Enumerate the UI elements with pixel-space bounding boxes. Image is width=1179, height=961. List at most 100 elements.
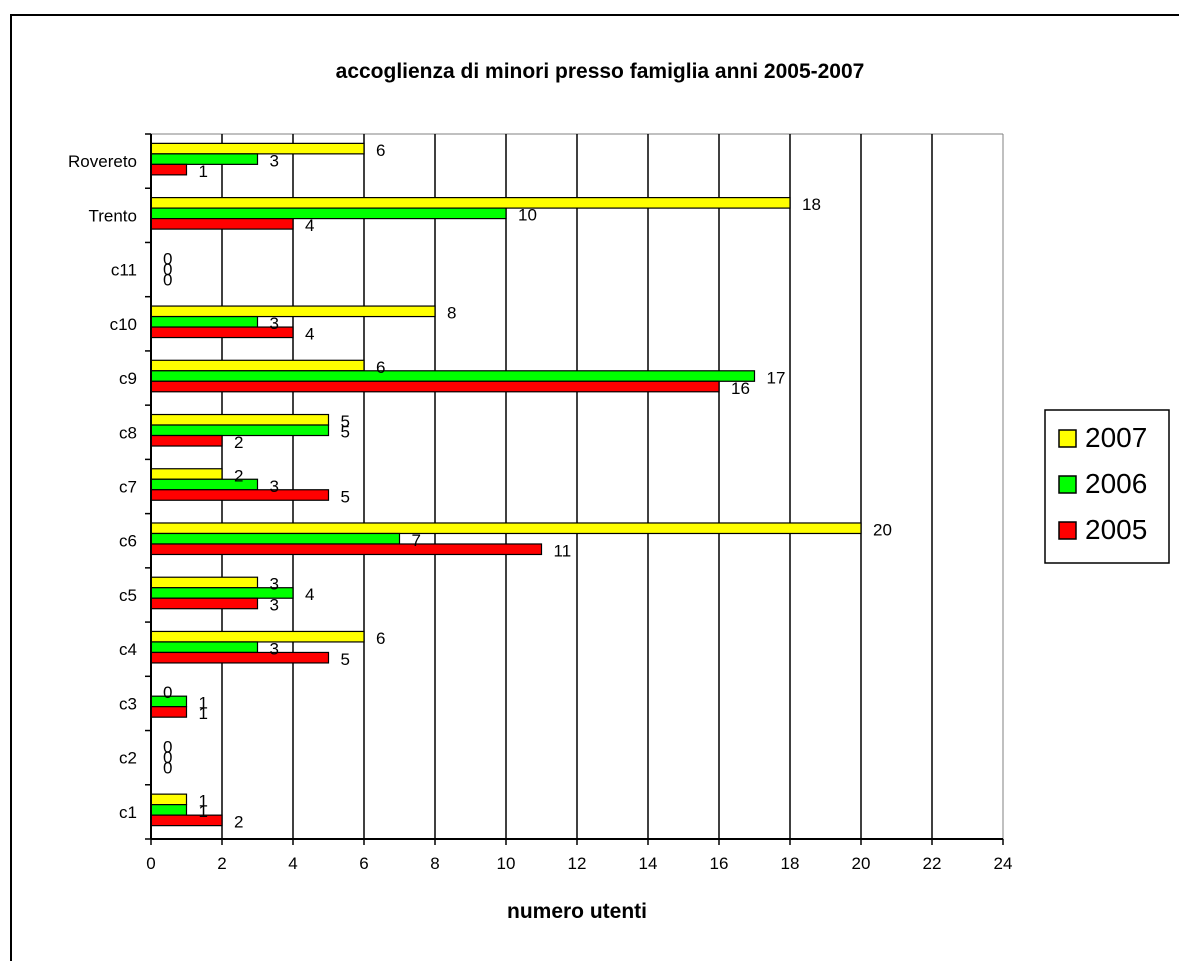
y-tick-label-Trento: Trento <box>88 206 137 225</box>
bar-c7-2005 <box>150 489 330 501</box>
y-tick-label-c11: c11 <box>111 261 137 280</box>
bar-c1-2006 <box>150 804 188 816</box>
y-tick-label-c2: c2 <box>119 749 137 768</box>
data-label-c1-2007: 1 <box>199 792 208 811</box>
data-label-c6-2006: 7 <box>412 531 421 550</box>
data-label-c2-2007: 0 <box>163 737 172 756</box>
y-tick-label-c5: c5 <box>119 586 137 605</box>
bar-c3-2005 <box>150 706 188 718</box>
bar-c9-2007 <box>150 359 365 372</box>
data-label-Rovereto-2006: 3 <box>270 151 279 170</box>
bar-c6-2007 <box>150 522 862 535</box>
data-label-c10-2006: 3 <box>270 314 279 333</box>
chart-frame <box>10 14 1179 961</box>
data-label-c5-2007: 3 <box>270 575 279 594</box>
bars <box>150 142 862 827</box>
axes: 0 2 4 6 8 10 12 14 16 18 20 22 24c1c2c3c4c5c6c7c8c9c… <box>68 133 1013 873</box>
x-tick-label-8: 8 <box>430 854 439 873</box>
bar-c9-2005 <box>150 380 720 393</box>
data-label-c9-2007: 6 <box>376 358 385 377</box>
legend-label-2007: 2007 <box>1085 422 1147 453</box>
data-label-c11-2006: 0 <box>163 260 172 279</box>
x-tick-label-0: 0 <box>146 854 155 873</box>
x-tick-label-18: 18 <box>781 854 800 873</box>
legend-swatch-2006 <box>1058 475 1077 494</box>
data-label-c4-2005: 5 <box>341 650 350 669</box>
data-label-c1-2005: 2 <box>234 813 243 832</box>
y-tick-label-c10: c10 <box>110 315 137 334</box>
legend-label-2005: 2005 <box>1085 514 1147 545</box>
legend-label-2006: 2006 <box>1085 468 1147 499</box>
data-label-c7-2005: 5 <box>341 487 350 506</box>
y-tick-label-c7: c7 <box>119 478 137 497</box>
data-labels: 1120000116353432071123555261716834000181… <box>163 141 892 832</box>
bar-c9-2006 <box>150 370 756 382</box>
x-tick-label-4: 4 <box>288 854 297 873</box>
bar-c4-2007 <box>150 630 365 643</box>
data-label-c2-2006: 0 <box>163 748 172 767</box>
data-label-c8-2005: 2 <box>234 433 243 452</box>
bar-c4-2005 <box>150 651 330 664</box>
x-tick-label-2: 2 <box>217 854 226 873</box>
x-tick-label-16: 16 <box>710 854 729 873</box>
bar-c6-2005 <box>150 543 543 556</box>
legend-swatch-2007 <box>1058 429 1077 448</box>
data-label-c3-2007: 0 <box>163 683 172 702</box>
gridlines <box>151 133 1004 839</box>
x-tick-label-12: 12 <box>568 854 587 873</box>
x-tick-label-20: 20 <box>852 854 871 873</box>
data-label-c8-2007: 5 <box>341 412 350 431</box>
data-label-c4-2007: 6 <box>376 629 385 648</box>
data-label-c3-2005: 1 <box>199 704 208 723</box>
x-tick-label-22: 22 <box>923 854 942 873</box>
legend: 2007 2006 2005 <box>1044 409 1170 564</box>
data-label-c6-2007: 20 <box>873 520 892 539</box>
data-label-c10-2007: 8 <box>447 304 456 323</box>
y-tick-label-c1: c1 <box>119 803 137 822</box>
data-label-c4-2006: 3 <box>270 639 279 658</box>
y-tick-label-c9: c9 <box>119 369 137 388</box>
x-tick-label-10: 10 <box>497 854 516 873</box>
data-label-c7-2006: 3 <box>270 477 279 496</box>
data-label-c6-2005: 11 <box>554 541 572 560</box>
data-label-c5-2006: 4 <box>305 585 314 604</box>
x-tick-label-14: 14 <box>639 854 658 873</box>
data-label-Rovereto-2005: 1 <box>199 162 208 181</box>
x-tick-label-24: 24 <box>994 854 1013 873</box>
bar-c7-2007 <box>150 468 223 480</box>
y-tick-label-c4: c4 <box>119 640 137 659</box>
legend-swatch-2005 <box>1058 521 1077 540</box>
bar-c5-2007 <box>150 576 259 589</box>
y-tick-label-c3: c3 <box>119 694 137 713</box>
data-label-c9-2006: 17 <box>767 368 786 387</box>
x-tick-label-6: 6 <box>359 854 368 873</box>
bar-c8-2005 <box>150 434 223 447</box>
data-label-c10-2005: 4 <box>305 325 314 344</box>
y-tick-label-c8: c8 <box>119 423 137 442</box>
data-label-c11-2005: 0 <box>163 270 172 289</box>
bar-Rovereto-2005 <box>150 163 188 176</box>
y-tick-label-Rovereto: Rovereto <box>68 152 137 171</box>
bar-c1-2007 <box>150 793 188 806</box>
bar-Rovereto-2007 <box>150 142 365 155</box>
bar-c4-2006 <box>150 641 259 654</box>
data-label-Trento-2006: 10 <box>518 206 537 225</box>
data-label-Trento-2007: 18 <box>802 195 821 214</box>
data-label-c7-2007: 2 <box>234 466 243 485</box>
data-label-c5-2005: 3 <box>270 596 279 615</box>
bar-c10-2006 <box>150 315 259 328</box>
bar-Trento-2005 <box>150 217 294 230</box>
data-label-c1-2006: 1 <box>199 802 208 821</box>
y-tick-label-c6: c6 <box>119 532 137 551</box>
bar-c8-2007 <box>150 413 330 426</box>
data-label-c3-2006: 1 <box>199 694 208 713</box>
bar-c10-2007 <box>150 305 436 318</box>
data-label-c9-2005: 16 <box>731 379 750 398</box>
bar-c1-2005 <box>150 814 223 827</box>
data-label-c8-2006: 5 <box>341 423 350 442</box>
x-axis-title: numero utenti <box>507 900 647 923</box>
bar-Trento-2007 <box>150 196 791 209</box>
data-label-Rovereto-2007: 6 <box>376 141 385 160</box>
bar-c6-2006 <box>150 532 401 545</box>
